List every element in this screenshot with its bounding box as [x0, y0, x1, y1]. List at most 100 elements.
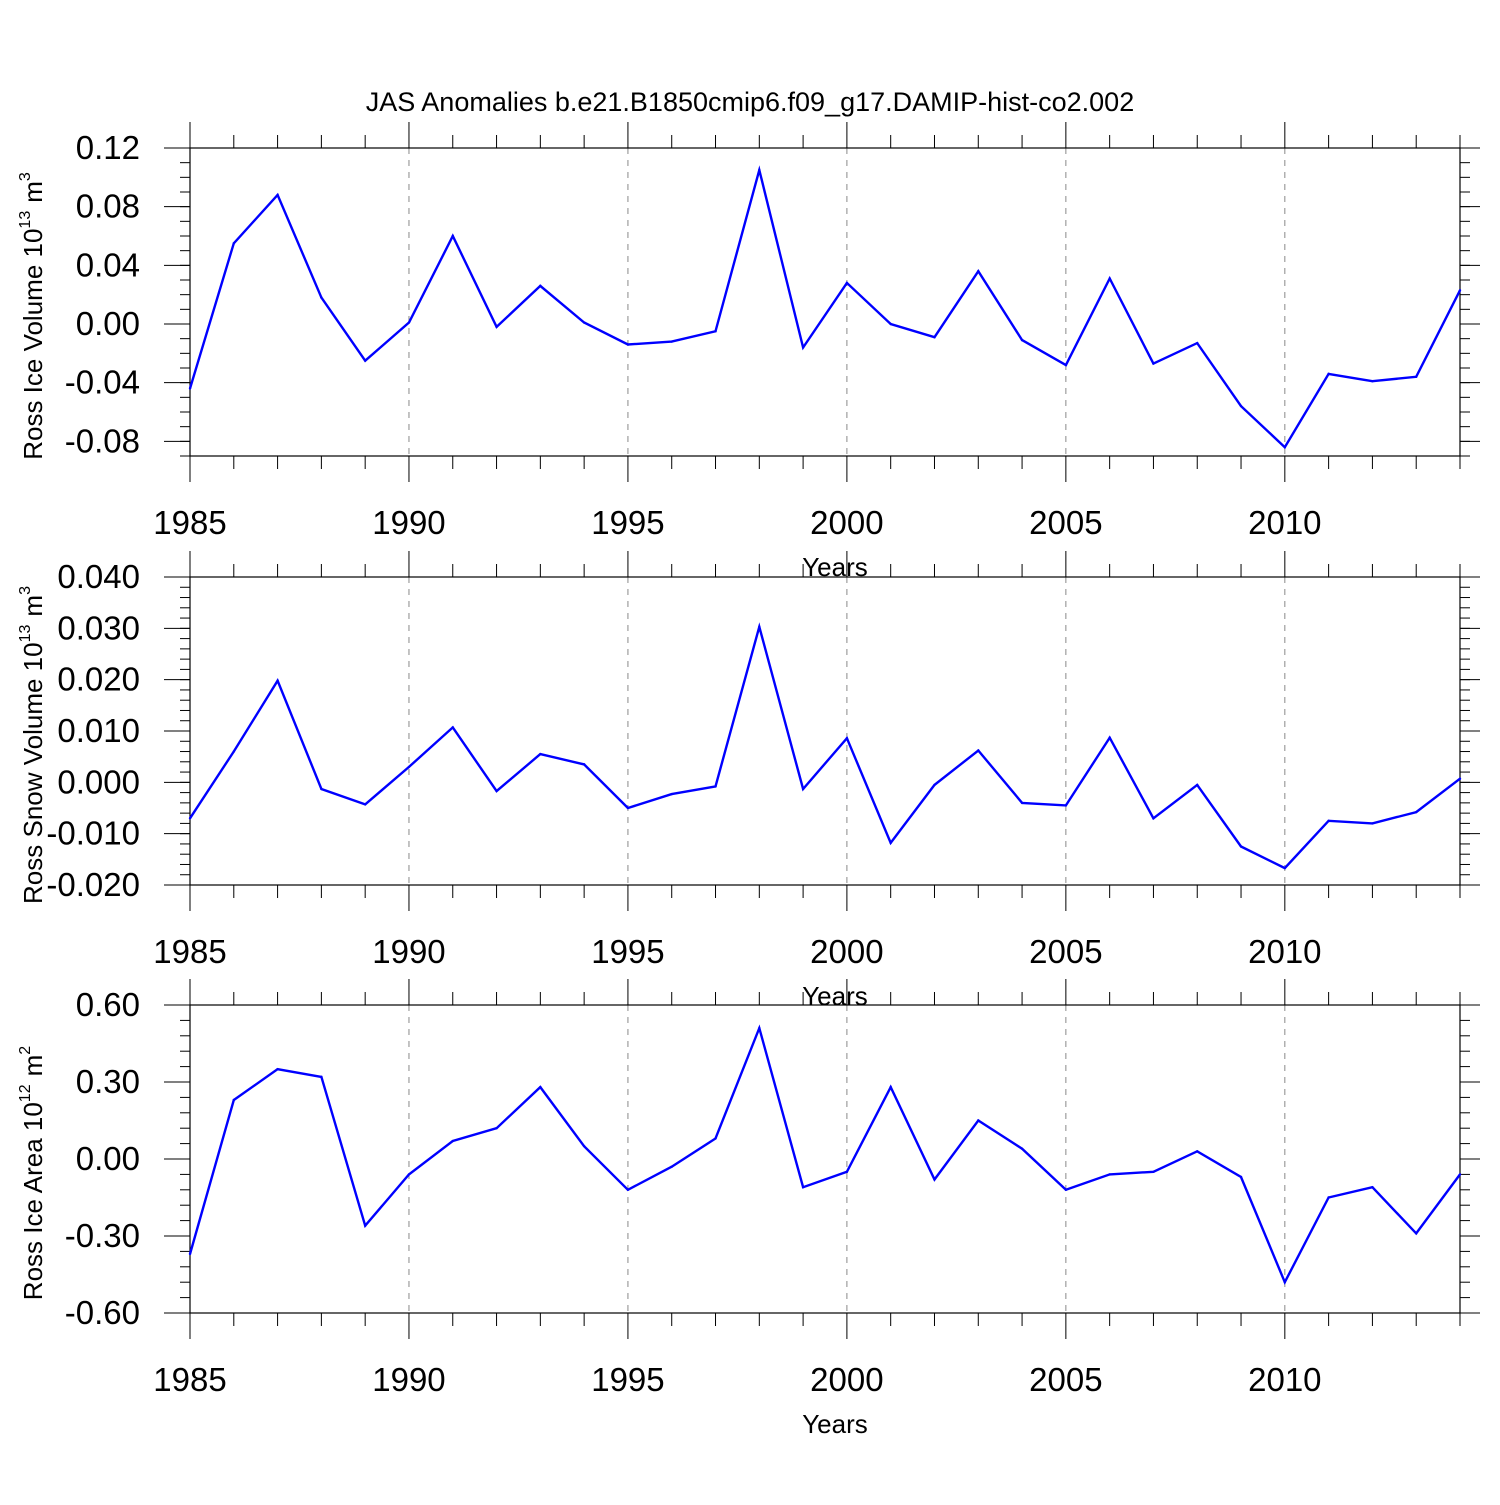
data-point — [714, 1137, 717, 1140]
data-point — [626, 1188, 630, 1192]
data-point — [845, 1170, 849, 1174]
y-tick-label: -0.04 — [65, 364, 140, 401]
data-point — [363, 359, 367, 362]
y-tick-label: 0.030 — [57, 609, 140, 646]
y-tick-label: 0.12 — [76, 129, 140, 166]
data-point — [714, 330, 717, 333]
data-point — [232, 1098, 235, 1102]
data-point — [1020, 338, 1024, 342]
data-point — [758, 168, 761, 172]
data-point — [276, 193, 279, 197]
x-tick-label: 2005 — [1029, 504, 1102, 541]
data-point — [1239, 1175, 1243, 1179]
data-point — [1327, 819, 1330, 823]
x-tick-label: 2000 — [810, 504, 883, 541]
y-axis-label: Ross Ice Area 1012 m2 — [17, 1046, 48, 1300]
data-point — [188, 817, 192, 820]
data-point — [1152, 817, 1155, 820]
data-point — [626, 343, 630, 346]
x-tick-label: 1990 — [372, 933, 445, 970]
y-axis-label-unit-exponent: 2 — [17, 1046, 34, 1055]
y-tick-label: 0.00 — [76, 305, 140, 342]
y-axis-label-main: Ross Ice Area 10 — [18, 1102, 48, 1300]
data-point — [1152, 362, 1155, 365]
data-point — [758, 1026, 761, 1030]
y-tick-label: 0.040 — [57, 558, 140, 595]
data-point — [670, 340, 673, 343]
data-point — [1239, 404, 1243, 408]
y-axis-label-unit-exponent: 3 — [17, 586, 34, 595]
data-point — [1327, 1196, 1330, 1199]
data-point — [539, 1085, 542, 1089]
data-point — [1371, 380, 1374, 383]
data-point — [363, 803, 367, 806]
data-point — [1152, 1170, 1155, 1174]
y-axis-label-unit: m — [18, 1055, 48, 1077]
data-point — [977, 1119, 980, 1122]
data-point — [320, 1075, 323, 1079]
x-tick-label: 1990 — [372, 1361, 445, 1398]
x-tick-label: 1995 — [591, 1361, 664, 1398]
data-point — [1283, 446, 1287, 449]
data-point — [582, 1144, 586, 1148]
data-point — [276, 1067, 279, 1071]
data-point — [407, 765, 411, 769]
y-tick-label: -0.30 — [65, 1217, 140, 1254]
data-point — [801, 346, 805, 349]
data-point — [363, 1224, 367, 1227]
data-point — [451, 726, 454, 729]
data-point — [232, 242, 235, 245]
y-axis-label-exponent: 13 — [17, 624, 34, 642]
x-tick-label: 1985 — [153, 1361, 226, 1398]
y-tick-label: -0.010 — [46, 815, 140, 852]
data-point — [495, 789, 498, 793]
x-tick-label: 2010 — [1248, 504, 1321, 541]
data-point — [232, 750, 235, 753]
panel-2: -0.020 -0.010 0.000 0.010 0.020 0.030 0.040 198… — [17, 551, 1480, 1011]
x-axis-label: Years — [802, 981, 868, 1011]
y-tick-label: 0.08 — [76, 188, 140, 225]
x-tick-label: 2005 — [1029, 933, 1102, 970]
data-point — [889, 322, 892, 326]
data-point — [1327, 372, 1330, 376]
data-point — [407, 321, 411, 324]
panel-1: -0.08 -0.04 0.00 0.04 0.08 0.12 1985 1990 1995 20… — [17, 122, 1480, 582]
data-point — [801, 787, 805, 791]
y-tick-label: 0.020 — [57, 661, 140, 698]
data-point — [1064, 1188, 1068, 1192]
y-tick-label: 0.010 — [57, 712, 140, 749]
data-point — [1239, 845, 1243, 848]
data-point — [889, 1085, 892, 1089]
y-tick-label: 0.60 — [76, 986, 140, 1023]
data-point — [845, 736, 849, 740]
data-point — [407, 1173, 411, 1176]
data-point — [1371, 1186, 1374, 1189]
data-point — [845, 281, 849, 285]
y-tick-label: 0.000 — [57, 763, 140, 800]
data-point — [495, 325, 498, 329]
data-point — [1283, 866, 1287, 870]
data-point — [1458, 289, 1462, 292]
y-axis-label-exponent: 12 — [17, 1084, 34, 1102]
x-tick-label: 1990 — [372, 504, 445, 541]
data-point — [626, 806, 630, 810]
y-axis-label-main: Ross Ice Volume 10 — [18, 229, 48, 460]
data-point — [933, 1178, 936, 1181]
data-point — [1458, 1173, 1462, 1176]
series-line-1 — [188, 622, 1461, 870]
data-point — [933, 783, 936, 787]
data-point — [582, 763, 586, 766]
data-point — [539, 284, 542, 288]
data-point — [495, 1127, 498, 1130]
data-point — [1196, 1150, 1199, 1153]
x-tick-label: 1985 — [153, 933, 226, 970]
data-point — [276, 679, 279, 682]
data-point — [320, 787, 323, 791]
series-line-1 — [188, 1024, 1461, 1286]
data-point — [1415, 810, 1418, 814]
y-tick-label: 0.00 — [76, 1140, 140, 1177]
x-tick-label: 2010 — [1248, 933, 1321, 970]
data-point — [582, 321, 586, 324]
x-tick-label: 1995 — [591, 504, 664, 541]
